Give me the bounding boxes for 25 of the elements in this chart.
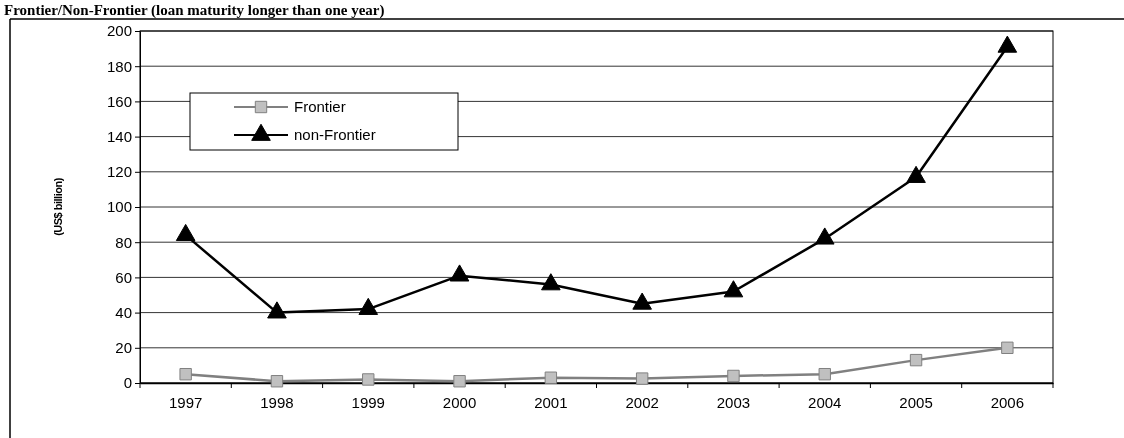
legend-label: Frontier	[294, 98, 346, 115]
y-tick-label: 80	[115, 233, 132, 251]
legend-label: non-Frontier	[294, 126, 376, 143]
x-tick-label: 2003	[716, 393, 751, 411]
x-tick-label: 2002	[625, 393, 659, 411]
y-tick-label: 60	[115, 268, 132, 286]
x-tick-label: 1997	[168, 393, 203, 411]
y-tick-label: 180	[106, 57, 132, 75]
x-tick-label: 1998	[260, 393, 294, 411]
x-tick-label: 2006	[990, 393, 1025, 411]
y-tick-label: 200	[106, 22, 132, 40]
x-tick-label: 1999	[351, 393, 385, 411]
y-tick-label: 20	[115, 339, 132, 357]
y-tick-label: 100	[106, 198, 132, 216]
y-tick-label: 40	[115, 303, 132, 321]
y-tick-label: 0	[123, 374, 132, 392]
y-tick-label: 120	[106, 163, 132, 181]
chart-title: Frontier/Non-Frontier (loan maturity longer than one year)	[4, 2, 385, 19]
x-tick-label: 2005	[899, 393, 933, 411]
y-tick-label: 140	[106, 127, 132, 145]
y-tick-label: 160	[106, 92, 132, 110]
x-tick-label: 2000	[442, 393, 477, 411]
x-tick-label: 2004	[808, 393, 842, 411]
y-axis-title: (US$ billion)	[52, 177, 64, 236]
x-tick-label: 2001	[534, 393, 568, 411]
